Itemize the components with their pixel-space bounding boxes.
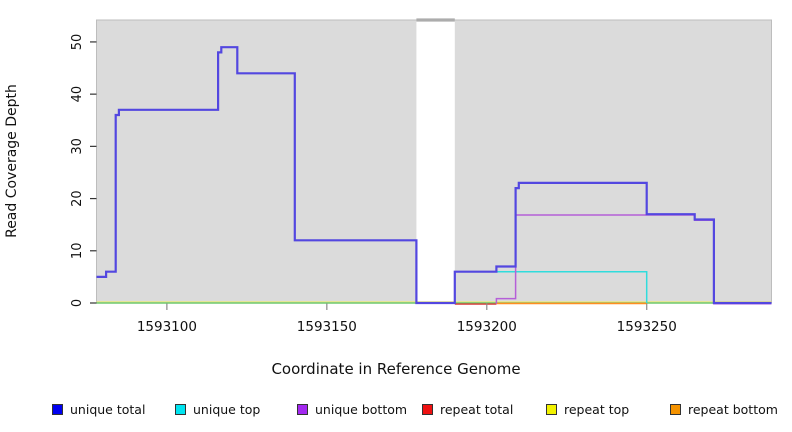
legend-item-unique-bottom: unique bottom: [297, 401, 407, 417]
legend-label: unique bottom: [315, 401, 408, 417]
legend-swatch-icon: [297, 403, 308, 415]
legend-label: repeat top: [564, 401, 630, 417]
legend-item-unique-total: unique total: [52, 401, 145, 417]
legend-swatch-icon: [670, 403, 681, 415]
legend-item-unique-top: unique top: [175, 401, 260, 417]
y-tick-label: 10: [70, 243, 85, 260]
legend-item-repeat-total: repeat total: [422, 401, 513, 417]
legend-item-repeat-bottom: repeat bottom: [670, 401, 778, 417]
legend-swatch-icon: [422, 403, 433, 415]
legend-label: unique total: [70, 401, 146, 417]
y-tick-label: 40: [70, 86, 85, 103]
legend-label: repeat bottom: [688, 401, 778, 417]
x-tick-label: 1593250: [617, 319, 677, 335]
x-tick-label: 1593200: [457, 319, 517, 335]
x-tick-label: 1593150: [297, 319, 357, 335]
legend-swatch-icon: [175, 403, 186, 415]
legend-label: repeat total: [440, 401, 514, 417]
legend-item-repeat-top: repeat top: [546, 401, 629, 417]
y-tick-label: 20: [70, 190, 85, 207]
legend-label: unique top: [193, 401, 261, 417]
legend-swatch-icon: [52, 403, 63, 415]
coverage-gap-band: [416, 20, 455, 303]
y-axis-label: Read Coverage Depth: [4, 84, 20, 238]
x-axis-label: Coordinate in Reference Genome: [271, 360, 521, 378]
y-tick-label: 50: [70, 34, 85, 51]
x-tick-label: 1593100: [137, 319, 197, 335]
y-tick-label: 0: [70, 299, 85, 307]
legend-swatch-icon: [546, 403, 557, 415]
series-unique-total: [96, 46, 772, 305]
y-tick-label: 30: [70, 138, 85, 155]
